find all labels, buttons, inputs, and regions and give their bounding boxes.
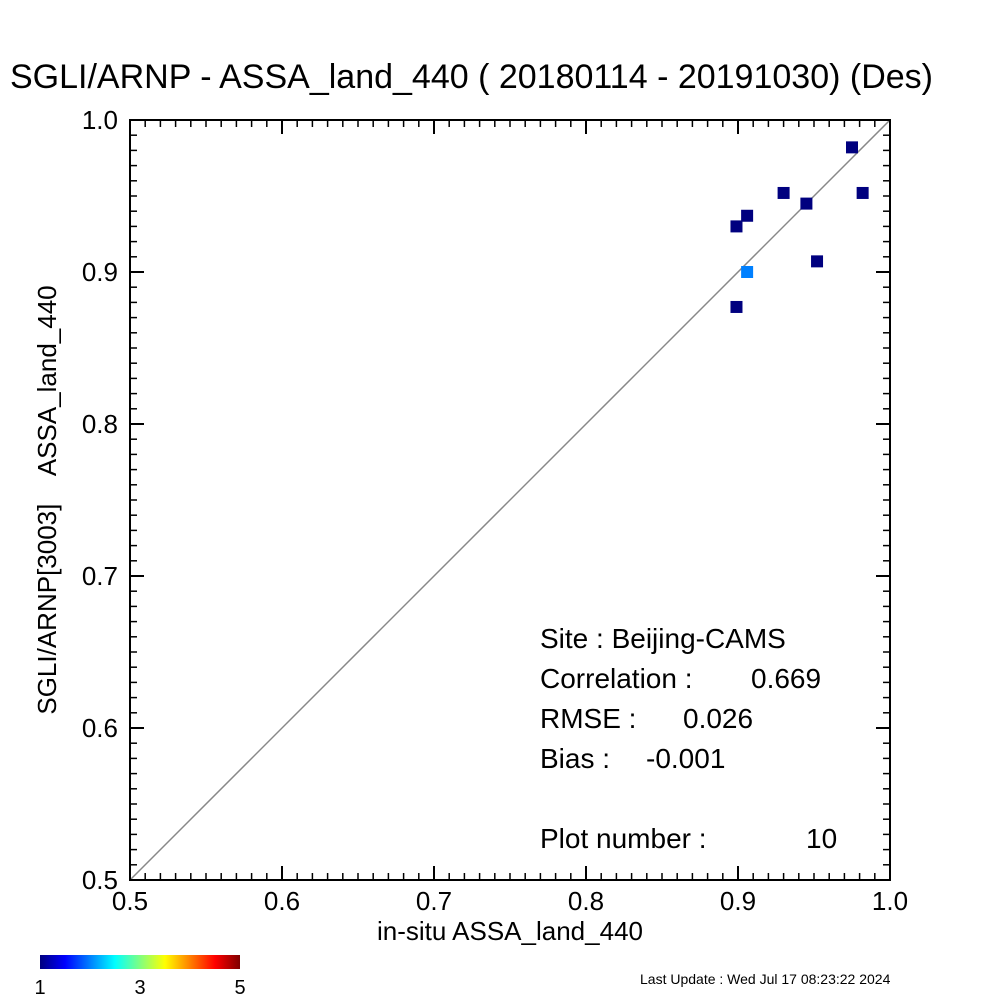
x-tick-label: 1.0 [872, 886, 908, 916]
y-tick-label: 0.8 [82, 409, 118, 439]
y-axis-label: SGLI/ARNP[3003] ASSA_land_440 [32, 285, 62, 714]
data-point [846, 141, 858, 154]
colorbar-gradient [40, 955, 240, 969]
y-tick-label: 0.9 [82, 257, 118, 287]
site-label: Site : Beijing-CAMS [540, 623, 786, 654]
data-point [800, 197, 813, 210]
data-point [777, 186, 790, 199]
data-point [856, 186, 869, 199]
data-point [730, 220, 743, 233]
stats-box: Site : Beijing-CAMS Correlation : 0.669 … [540, 623, 837, 854]
one-to-one-line [129, 119, 891, 881]
y-tick-label: 0.5 [82, 865, 118, 895]
data-point [811, 255, 824, 268]
bias-label: Bias : [540, 743, 610, 774]
y-tick-label: 0.6 [82, 713, 118, 743]
colorbar: 1 3 5 [34, 955, 246, 999]
y-tick-label: 0.7 [82, 561, 118, 591]
colorbar-max-label: 5 [234, 977, 245, 999]
bias-value: -0.001 [646, 743, 725, 774]
rmse-label: RMSE : [540, 703, 636, 734]
data-point [741, 266, 754, 278]
x-tick-label: 0.8 [568, 886, 604, 916]
plot-area: 0.5 0.6 0.7 0.8 0.9 1.0 0.5 0.6 0.7 0.8 0.9 1.0 [82, 105, 908, 916]
plot-number-value: 10 [806, 823, 837, 854]
chart-title: SGLI/ARNP - ASSA_land_440 ( 20180114 - 2… [10, 58, 933, 96]
correlation-label: Correlation : [540, 663, 693, 694]
y-tick-labels: 0.5 0.6 0.7 0.8 0.9 1.0 [82, 105, 118, 895]
x-tick-label: 0.9 [720, 886, 756, 916]
x-tick-label: 0.7 [416, 886, 452, 916]
x-axis-label: in-situ ASSA_land_440 [377, 916, 643, 946]
rmse-value: 0.026 [683, 703, 753, 734]
x-tick-label: 0.5 [112, 886, 148, 916]
colorbar-mid-label: 3 [134, 977, 145, 999]
data-point [730, 300, 743, 313]
x-tick-labels: 0.5 0.6 0.7 0.8 0.9 1.0 [112, 886, 908, 916]
axis-ticks [129, 119, 891, 881]
last-update-text: Last Update : Wed Jul 17 08:23:22 2024 [640, 971, 891, 987]
x-tick-label: 0.6 [264, 886, 300, 916]
data-points [730, 141, 869, 313]
colorbar-min-label: 1 [34, 977, 45, 999]
y-tick-label: 1.0 [82, 105, 118, 135]
plot-number-label: Plot number : [540, 823, 707, 854]
correlation-value: 0.669 [751, 663, 821, 694]
data-point [741, 209, 754, 222]
